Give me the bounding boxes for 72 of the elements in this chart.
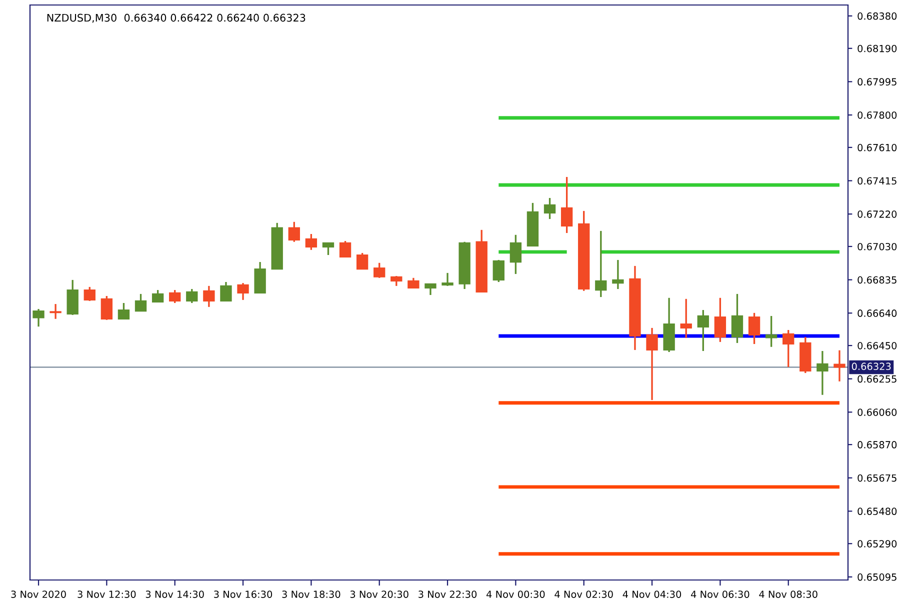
y-tick-label: 0.67220 — [858, 210, 897, 218]
candlestick — [765, 315, 778, 348]
candlestick — [305, 233, 318, 251]
candlestick — [339, 240, 352, 258]
candlestick — [186, 288, 198, 304]
candlestick — [32, 308, 44, 328]
y-tick-label: 0.66450 — [858, 342, 897, 350]
x-tick-label: 3 Nov 18:30 — [282, 590, 340, 598]
candlestick — [254, 261, 266, 294]
y-tick-label: 0.68190 — [858, 44, 897, 52]
y-tick-label: 0.66255 — [858, 375, 896, 383]
x-tick-label: 3 Nov 20:30 — [350, 590, 408, 598]
candlestick — [66, 279, 78, 316]
x-tick-label: 3 Nov 22:30 — [418, 590, 477, 598]
candlestick — [237, 282, 249, 301]
x-tick-label: 4 Nov 00:30 — [486, 590, 545, 598]
y-tick-label: 0.66060 — [858, 408, 897, 416]
candlestick — [748, 312, 760, 345]
y-tick-label: 0.67610 — [858, 144, 897, 152]
y-tick-label: 0.67415 — [858, 177, 896, 185]
y-tick-label: 0.67800 — [858, 111, 897, 119]
candlestick — [356, 252, 368, 270]
candlestick — [544, 197, 556, 220]
y-tick-label: 0.65675 — [858, 474, 896, 482]
candlestick — [288, 221, 300, 243]
x-tick-label: 4 Nov 04:30 — [622, 590, 682, 598]
y-tick-label: 0.65870 — [858, 441, 897, 448]
candlestick — [374, 262, 386, 279]
candlestick — [731, 293, 744, 344]
x-tick-label: 3 Nov 12:30 — [78, 590, 136, 598]
candlestick — [408, 277, 420, 289]
candlestick — [560, 176, 573, 234]
candlestick — [612, 259, 624, 290]
candlestick — [834, 349, 846, 382]
text: NZDUSD,M30 0.66340 0.66422 0.66240 0.66323 — [47, 14, 306, 23]
candlestick — [100, 295, 113, 321]
candlestick — [510, 234, 522, 275]
candlestick — [442, 272, 454, 287]
candlestick — [84, 286, 96, 302]
candlestick — [646, 327, 658, 401]
candlestick — [50, 303, 62, 320]
candlestick — [203, 285, 215, 308]
candlestick — [134, 293, 147, 312]
candlestick — [390, 275, 402, 287]
x-tick-label: 3 Nov 16:30 — [214, 590, 272, 598]
ref-line-label: 0.66323 — [852, 362, 891, 370]
y-tick-label: 0.67995 — [858, 78, 896, 86]
y-tick-label: 0.66640 — [858, 310, 897, 317]
candlestick — [169, 289, 181, 304]
x-tick-label: 4 Nov 02:30 — [554, 590, 613, 598]
candlestick — [816, 350, 828, 396]
y-tick-label: 0.66835 — [858, 276, 896, 284]
x-tick-label: 4 Nov 08:30 — [759, 590, 818, 598]
candlestick — [697, 309, 709, 352]
candlestick — [680, 298, 692, 339]
x-tick-label: 3 Nov 14:30 — [146, 590, 204, 598]
y-tick-label: 0.67030 — [858, 242, 897, 250]
candlestick — [152, 289, 164, 303]
x-tick-label: 4 Nov 06:30 — [690, 590, 750, 598]
candlestick — [782, 329, 794, 368]
candlestick — [322, 242, 334, 256]
candlestick — [220, 281, 232, 302]
candlestick — [424, 283, 436, 296]
x-tick-label: 3 Nov 2020 — [11, 590, 66, 598]
candlestick — [595, 230, 607, 298]
candlestick — [118, 302, 130, 320]
y-tick-label: 0.65480 — [858, 508, 897, 516]
candlestick — [492, 259, 504, 283]
candlestick — [714, 297, 726, 343]
y-tick-label: 0.65290 — [858, 540, 897, 548]
y-tick-label: 0.65095 — [858, 573, 896, 581]
y-tick-label: 0.68380 — [858, 12, 897, 20]
